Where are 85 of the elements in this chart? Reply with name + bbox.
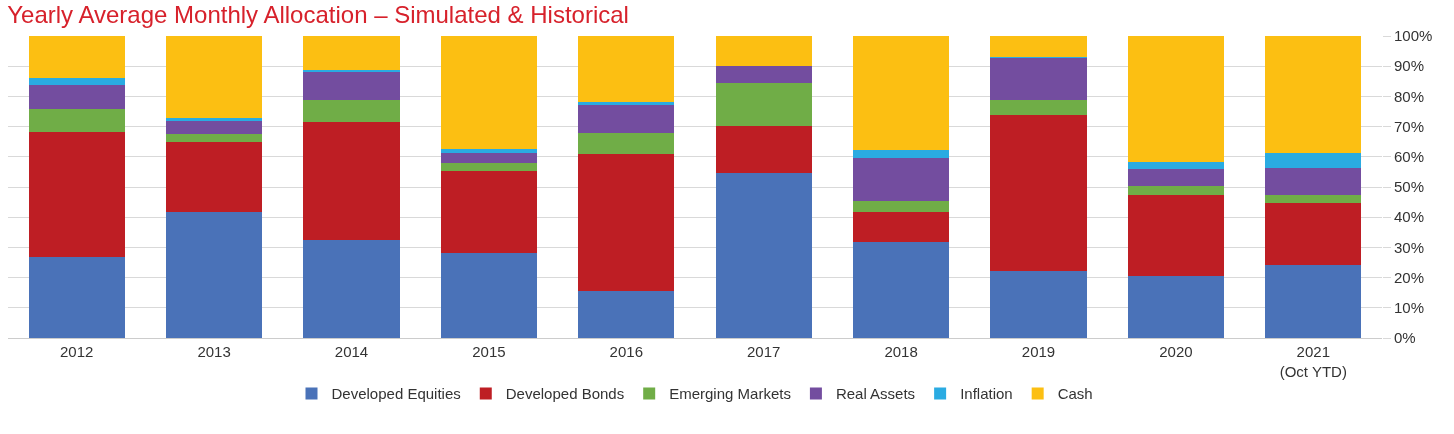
bar: [1127, 185, 1224, 195]
bar: [853, 241, 950, 338]
bar: [853, 201, 950, 213]
bar: [990, 36, 1087, 57]
bar: [28, 85, 125, 110]
legend-label: Cash: [1057, 385, 1093, 403]
legend-label: Developed Equities: [331, 385, 461, 403]
y-tick-label: 20%: [1394, 268, 1425, 286]
bar: [1127, 36, 1224, 162]
bar: [715, 65, 812, 83]
bar: [303, 36, 400, 71]
bar: [440, 148, 537, 153]
x-tick-label: 2021 (Oct YTD): [1279, 343, 1347, 380]
bar: [440, 252, 537, 338]
bar: [1265, 36, 1362, 153]
bar: [28, 109, 125, 133]
bar: [853, 212, 950, 242]
bar: [166, 211, 263, 338]
x-tick-label: 2012: [60, 343, 94, 360]
bar: [715, 82, 812, 127]
bar: [578, 104, 675, 133]
bar: [990, 57, 1087, 100]
bar: [715, 173, 812, 338]
x-tick-label: 2017: [747, 343, 781, 360]
bar: [1265, 202, 1362, 266]
bar: [166, 36, 263, 119]
bar: [166, 121, 263, 134]
bar: [440, 152, 537, 164]
bar: [990, 271, 1087, 338]
bar: [1127, 161, 1224, 170]
bar: [1265, 152, 1362, 169]
x-tick-label: 2019: [1021, 343, 1056, 360]
bar: [166, 133, 263, 142]
x-tick-label: 2016: [609, 343, 643, 360]
bar: [440, 163, 537, 172]
bar: [28, 132, 125, 258]
bar: [166, 141, 263, 212]
y-tick-label: 70%: [1394, 117, 1425, 135]
bar: [853, 157, 950, 202]
bar: [1265, 168, 1362, 196]
bar: [715, 36, 812, 66]
bar: [1265, 195, 1362, 203]
y-tick-label: 80%: [1394, 87, 1425, 105]
bar: [440, 171, 537, 253]
bar: [303, 99, 400, 123]
bar: [440, 36, 537, 149]
bar: [578, 154, 675, 291]
bar: [303, 71, 400, 100]
x-tick-label: 2014: [334, 343, 369, 360]
y-tick-label: 50%: [1394, 178, 1425, 196]
bar: [303, 240, 400, 338]
y-tick-label: 40%: [1394, 208, 1425, 226]
legend-label: Developed Bonds: [505, 385, 625, 403]
bar: [28, 257, 125, 338]
y-tick-label: 90%: [1394, 57, 1425, 75]
x-tick-label: 2013: [197, 343, 231, 360]
bar: [28, 36, 125, 78]
legend-label: Real Assets: [835, 385, 916, 403]
x-tick-label: 2015: [472, 343, 506, 360]
bar: [578, 290, 675, 338]
bar: [853, 149, 950, 158]
bar: [990, 99, 1087, 116]
bar: [990, 115, 1087, 272]
bar: [166, 118, 263, 122]
bar: [1127, 169, 1224, 186]
bar: [578, 132, 675, 155]
legend-label: Emerging Markets: [669, 385, 791, 403]
y-tick-label: 60%: [1394, 148, 1425, 166]
bar: [715, 126, 812, 174]
chart-title: Yearly Average Monthly Allocation – Simulated & Historical: [7, 1, 629, 29]
bar: [1127, 194, 1224, 276]
y-tick-label: 10%: [1394, 299, 1425, 317]
bar: [578, 101, 675, 105]
y-tick-label: 30%: [1394, 238, 1425, 256]
bar: [853, 36, 950, 150]
bar: [1265, 265, 1362, 338]
bar: [1127, 275, 1224, 338]
bar: [578, 36, 675, 102]
x-tick-label: 2020: [1159, 343, 1193, 360]
x-tick-label: 2018: [884, 343, 918, 360]
bar: [28, 77, 125, 86]
legend-label: Inflation: [960, 385, 1013, 403]
bar: [303, 122, 400, 241]
y-tick-label: 100%: [1394, 27, 1433, 45]
y-tick-label: 0%: [1394, 329, 1416, 347]
